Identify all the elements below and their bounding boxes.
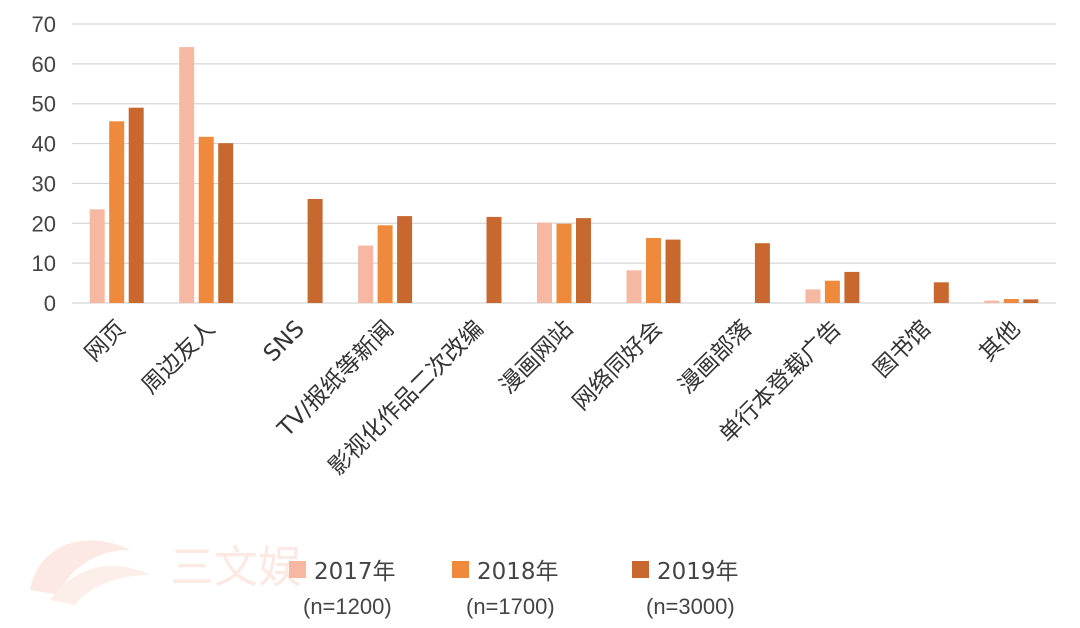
bars <box>89 47 1039 303</box>
y-tick-label: 40 <box>32 132 56 157</box>
bar-1-6 <box>537 222 552 303</box>
category-label: 网络同好会 <box>568 316 668 416</box>
legend-sample-size: (n=3000) <box>646 594 735 619</box>
bar-2-9 <box>824 280 840 303</box>
y-tick-label: 70 <box>32 12 56 37</box>
legend-label: 2017年 <box>314 559 396 585</box>
y-tick-label: 30 <box>32 171 56 196</box>
category-label: 周边友人 <box>137 316 220 399</box>
category-label: SNS <box>259 316 310 367</box>
bar-3-11 <box>1023 299 1039 303</box>
gridlines <box>72 23 1056 304</box>
category-label: 漫画部落 <box>674 316 757 399</box>
bar-2-7 <box>646 238 661 303</box>
y-tick-label: 20 <box>32 211 56 236</box>
bar-3-5 <box>486 216 502 303</box>
bar-3-8 <box>754 243 770 303</box>
y-axis-ticks: 0 10 20 30 40 50 60 70 <box>32 12 56 316</box>
legend-item-2017: 2017年 (n=1200) <box>289 552 396 620</box>
y-tick-label: 50 <box>32 92 56 117</box>
legend-item-2019: 2019年 (n=3000) <box>632 552 739 620</box>
bar-2-11 <box>1003 299 1019 303</box>
bar-3-7 <box>665 239 681 303</box>
y-tick-label: 10 <box>32 251 56 276</box>
legend-swatch <box>632 560 649 578</box>
legend-swatch <box>289 560 306 578</box>
bar-1-4 <box>358 245 374 303</box>
category-label: 影视化作品二次改编 <box>324 316 489 481</box>
category-label: 图书馆 <box>869 316 936 383</box>
category-label: 其他 <box>975 316 1026 367</box>
bar-2-2 <box>198 136 214 303</box>
bar-3-4 <box>397 216 413 303</box>
bar-3-10 <box>933 282 949 303</box>
y-tick-label: 60 <box>32 52 56 77</box>
category-label: 漫画网站 <box>495 316 578 399</box>
category-label: 网页 <box>80 316 131 367</box>
bar-1-11 <box>984 300 1000 303</box>
y-tick-label: 0 <box>44 291 56 316</box>
bar-2-1 <box>109 121 125 303</box>
watermark-text: 三文娱 <box>170 542 302 593</box>
bar-1-9 <box>805 289 821 303</box>
legend-label: 2018年 <box>477 559 559 585</box>
legend-sample-size: (n=1200) <box>303 594 392 619</box>
bar-1-1 <box>89 209 105 303</box>
bar-3-6 <box>576 218 591 303</box>
legend-swatch <box>452 560 469 578</box>
bar-3-1 <box>128 107 144 303</box>
bar-1-7 <box>626 270 642 303</box>
legend-item-2018: 2018年 (n=1700) <box>452 552 559 620</box>
bar-3-3 <box>307 199 323 303</box>
legend-label: 2019年 <box>657 559 739 585</box>
bar-1-2 <box>179 47 195 303</box>
bar-3-9 <box>844 271 860 303</box>
bar-2-4 <box>377 225 393 303</box>
watermark-logo: 三文娱 <box>30 540 302 605</box>
legend-sample-size: (n=1700) <box>466 594 555 619</box>
bar-3-2 <box>218 143 234 303</box>
bar-2-6 <box>556 223 572 303</box>
